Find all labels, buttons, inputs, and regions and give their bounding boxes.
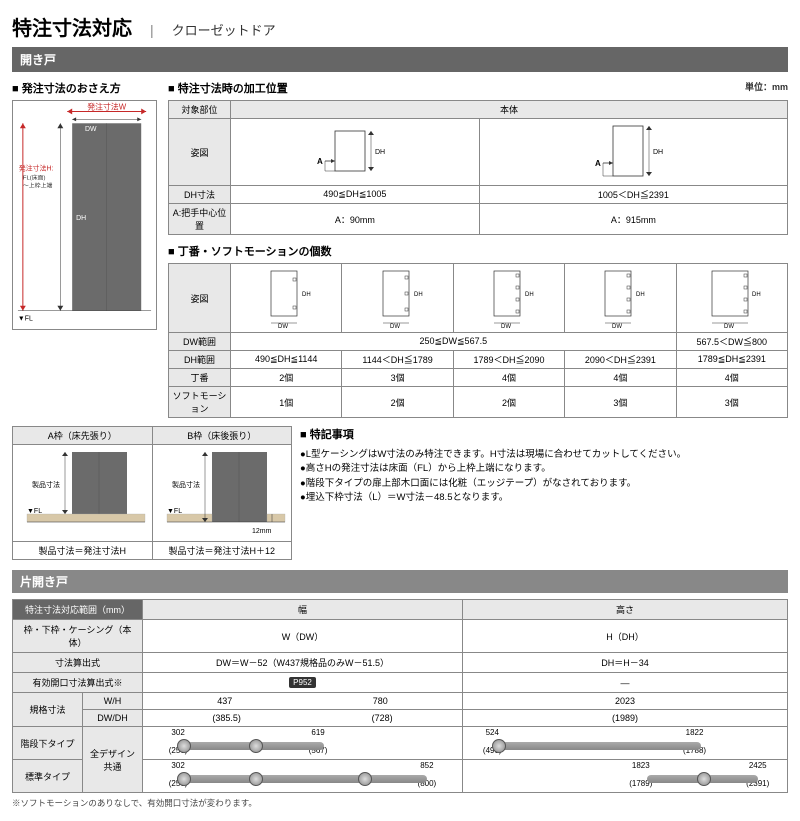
label-w: 発注寸法W [87, 101, 126, 111]
footnote: ※ソフトモーションのありなしで、有効開口寸法が変わります。 [12, 797, 788, 809]
svg-text:DH: DH [653, 149, 663, 156]
note-item: ●埋込下枠寸法（L）＝W寸法－48.5となります。 [300, 491, 788, 505]
range-slider-std-h: 1823 (1789) 2425 (2391) [463, 760, 788, 793]
svg-text:A: A [595, 159, 601, 168]
notes-title: ■ 特記事項 [300, 426, 788, 442]
svg-text:A: A [317, 157, 323, 166]
hinge-count-table: 姿図 DHDW DHDW DHDW DHDW DHDW DW範囲250≦DW≦5… [168, 263, 788, 418]
section-title-kako: ■ 特注寸法時の加工位置 単位：mm [168, 80, 788, 96]
section-title-osae: ■ 発注寸法のおさえ方 [12, 80, 160, 96]
note-item: ●高さHの発注寸法は床面（FL）から上枠上端になります。 [300, 462, 788, 476]
range-slider-stair-w: 302 (250) 619 (567) [143, 727, 463, 760]
svg-text:DW: DW [390, 324, 400, 328]
frame-diagram-block: A枠（床先張り）B枠（床後張り） 製品寸法 ▼FL [12, 426, 292, 560]
hinge-diag-5: DH DW [676, 264, 787, 333]
hinge-diag-1: DH DW [231, 264, 342, 333]
header-divider: | [150, 22, 154, 38]
note-item: ●L型ケーシングはW寸法のみ特注できます。H寸法は現場に合わせてカットしてくださ… [300, 448, 788, 462]
svg-text:DW: DW [501, 324, 511, 328]
note-item: ●階段下タイプの扉上部木口面には化粧（エッジテープ）がなされております。 [300, 477, 788, 491]
svg-text:製品寸法: 製品寸法 [172, 480, 200, 489]
order-dimension-block: ■ 発注寸法のおさえ方 発注寸法W DW 発注寸法H: FL(床面) ～上枠上端… [12, 80, 160, 418]
svg-text:▼FL: ▼FL [167, 508, 182, 515]
kako-diagram-1: A DH [231, 119, 480, 186]
svg-text:DH: DH [636, 292, 645, 298]
svg-text:DH: DH [414, 292, 423, 298]
notes-block: ■ 特記事項 ●L型ケーシングはW寸法のみ特注できます。H寸法は現場に合わせてカ… [300, 426, 788, 505]
label-h-sub2: ～上枠上端 [23, 181, 53, 189]
hinge-diag-4: DH DW [565, 264, 676, 333]
svg-text:DW: DW [612, 324, 622, 328]
page-title: 特注寸法対応 [12, 12, 132, 41]
frame-a-diagram: 製品寸法 ▼FL [13, 445, 153, 542]
page-ref-badge: P952 [289, 677, 316, 688]
unit-label: 単位：mm [745, 80, 788, 93]
svg-text:DH: DH [302, 292, 311, 298]
section-title-hinge: ■ 丁番・ソフトモーションの個数 [168, 243, 788, 259]
hinge-diag-2: DH DW [342, 264, 453, 333]
svg-text:▼FL: ▼FL [27, 508, 42, 515]
range-slider-std-w: 302 (250) 852 (800) [143, 760, 463, 793]
kako-diagram-2: A DH [479, 119, 787, 186]
svg-text:DH: DH [752, 292, 761, 298]
dimension-range-table: 特注寸法対応範囲（mm）幅高さ 枠・下枠・ケーシング（本体）W（DW）H（DH）… [12, 599, 788, 793]
section-bar-single-door: 片開き戸 [12, 570, 788, 593]
svg-text:DW: DW [724, 324, 734, 328]
svg-text:12mm: 12mm [252, 528, 272, 535]
svg-text:DH: DH [375, 149, 385, 156]
page-subtitle: クローゼットドア [172, 20, 276, 39]
label-h: 発注寸法H: [19, 164, 54, 173]
processing-position-table: 対象部位本体 姿図 A DH [168, 100, 788, 235]
label-dh: DH [76, 215, 86, 222]
svg-text:製品寸法: 製品寸法 [32, 480, 60, 489]
hinge-diag-3: DH DW [453, 264, 564, 333]
door-dimension-diagram: 発注寸法W DW 発注寸法H: FL(床面) ～上枠上端 DH ▼FL [12, 100, 157, 330]
svg-text:DH: DH [525, 292, 534, 298]
label-dw: DW [85, 126, 97, 133]
label-fl: ▼FL [18, 316, 33, 323]
frame-b-diagram: 製品寸法 ▼FL 12mm [152, 445, 292, 542]
page-header: 特注寸法対応 | クローゼットドア [12, 12, 788, 41]
svg-text:DW: DW [278, 324, 288, 328]
range-slider-stair-h: 524 (490) 1822 (1788) [463, 727, 788, 760]
section-bar-open-door: 開き戸 [12, 47, 788, 72]
label-h-sub1: FL(床面) [23, 173, 46, 181]
